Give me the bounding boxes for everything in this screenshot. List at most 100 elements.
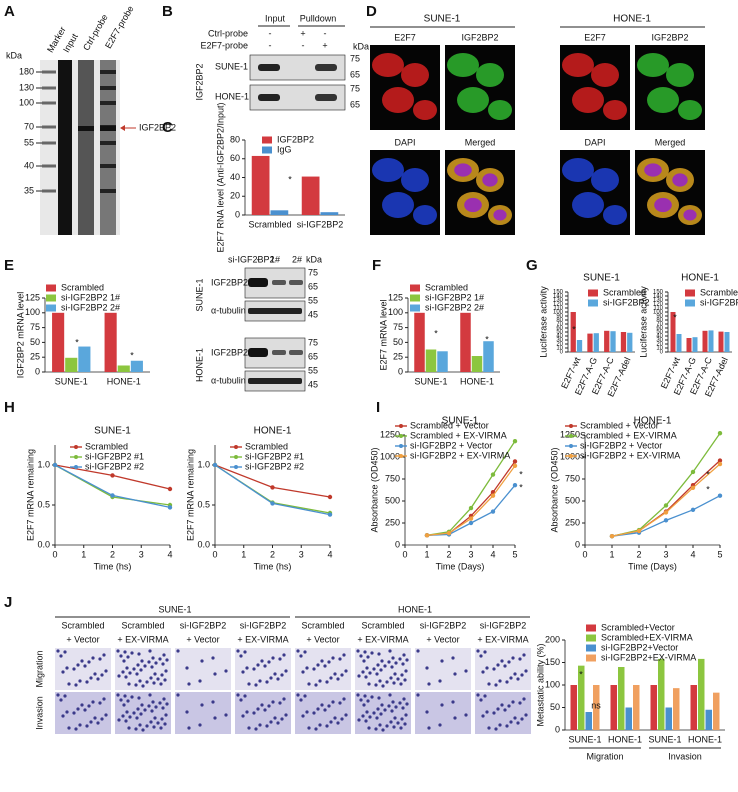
x-tick-label: SUNE-1 — [55, 376, 88, 386]
cell — [301, 670, 305, 674]
cell — [427, 726, 431, 730]
y-tick-label: 250 — [385, 517, 400, 527]
cell — [479, 698, 483, 702]
cell — [393, 716, 397, 720]
point — [663, 510, 669, 515]
legend-marker — [74, 445, 78, 449]
cell — [138, 723, 142, 727]
label: 65 — [350, 69, 360, 79]
y-tick-label: 130 — [553, 298, 564, 304]
cell — [149, 720, 153, 724]
cell — [453, 672, 457, 676]
y-tick-label: 0 — [575, 539, 580, 549]
y-tick-label: 60 — [230, 153, 240, 163]
y-tick-label: 20 — [556, 342, 563, 348]
gel-lane — [58, 60, 72, 235]
cell — [125, 710, 129, 714]
cell — [213, 716, 217, 720]
x-tick-label: 5 — [717, 549, 722, 559]
cell — [500, 703, 504, 707]
cell — [269, 676, 273, 680]
cell — [296, 693, 300, 697]
cell — [254, 683, 258, 687]
cell — [296, 649, 300, 653]
cell — [278, 657, 282, 661]
cell — [338, 701, 342, 705]
cell — [100, 673, 104, 677]
cell — [505, 680, 509, 684]
point — [490, 472, 496, 477]
bar — [705, 709, 712, 730]
cell — [329, 720, 333, 724]
cell — [80, 659, 84, 663]
cell — [165, 658, 169, 662]
point — [490, 509, 496, 514]
cell — [425, 666, 429, 670]
annotation: * — [130, 350, 134, 360]
cell — [378, 679, 382, 683]
cell — [325, 724, 329, 728]
cell — [372, 711, 376, 715]
cell — [263, 708, 267, 712]
point — [690, 469, 696, 475]
point — [270, 485, 275, 490]
label: HONE-1 — [194, 348, 204, 382]
label: 1# — [270, 254, 280, 264]
label: + Vector — [66, 634, 99, 644]
cell — [357, 718, 361, 722]
micrograph — [175, 648, 231, 690]
y-tick-label: 90 — [656, 314, 663, 320]
cell — [185, 666, 189, 670]
cell — [378, 723, 382, 727]
cell — [252, 667, 256, 671]
bar — [585, 712, 592, 730]
cell — [164, 713, 168, 717]
cell — [128, 715, 132, 719]
cell — [153, 716, 157, 720]
label: Scrambled — [245, 441, 288, 451]
panel-letter: B — [162, 3, 173, 20]
bar — [686, 338, 692, 352]
cell — [427, 682, 431, 686]
cell — [399, 682, 403, 686]
blot-band — [272, 280, 286, 285]
cell — [98, 657, 102, 661]
label: E2F7-probe — [200, 40, 248, 50]
cell — [357, 674, 361, 678]
bar — [117, 365, 130, 372]
cell — [284, 713, 288, 717]
x-tick-label: SUNE-1 — [648, 734, 681, 744]
legend-marker — [569, 454, 573, 458]
point — [609, 534, 615, 539]
point — [717, 458, 723, 463]
y-axis-label: IGF2BP2 mRNA level — [15, 292, 25, 379]
cell — [159, 726, 163, 730]
cell — [377, 652, 381, 656]
bar — [578, 665, 585, 730]
cell — [271, 700, 275, 704]
label: - — [269, 28, 272, 38]
cell — [91, 700, 95, 704]
micrograph — [415, 648, 471, 690]
bar — [665, 707, 672, 730]
cell — [135, 716, 139, 720]
cell — [503, 664, 507, 668]
label: 40 — [24, 160, 34, 170]
label: HONE-1 — [398, 604, 432, 614]
y-tick-label: 0.0 — [37, 539, 50, 549]
label: E2F7 — [584, 32, 606, 42]
blot-band — [248, 308, 302, 314]
label: IGF2BP2 — [139, 122, 176, 132]
label: Scrambled + Vector — [410, 420, 489, 430]
label: IGF2BP2 — [194, 63, 204, 100]
legend-marker — [74, 465, 78, 469]
y-tick-label: 100 — [545, 679, 560, 689]
nucleus — [493, 209, 507, 221]
cell — [211, 656, 215, 660]
x-tick-label: 0 — [212, 549, 217, 559]
y-axis-label: E2F7 mRNA level — [378, 299, 388, 370]
cell — [61, 714, 65, 718]
label: Input — [265, 13, 286, 23]
panel-letter: H — [4, 399, 15, 416]
label: 100 — [19, 97, 34, 107]
